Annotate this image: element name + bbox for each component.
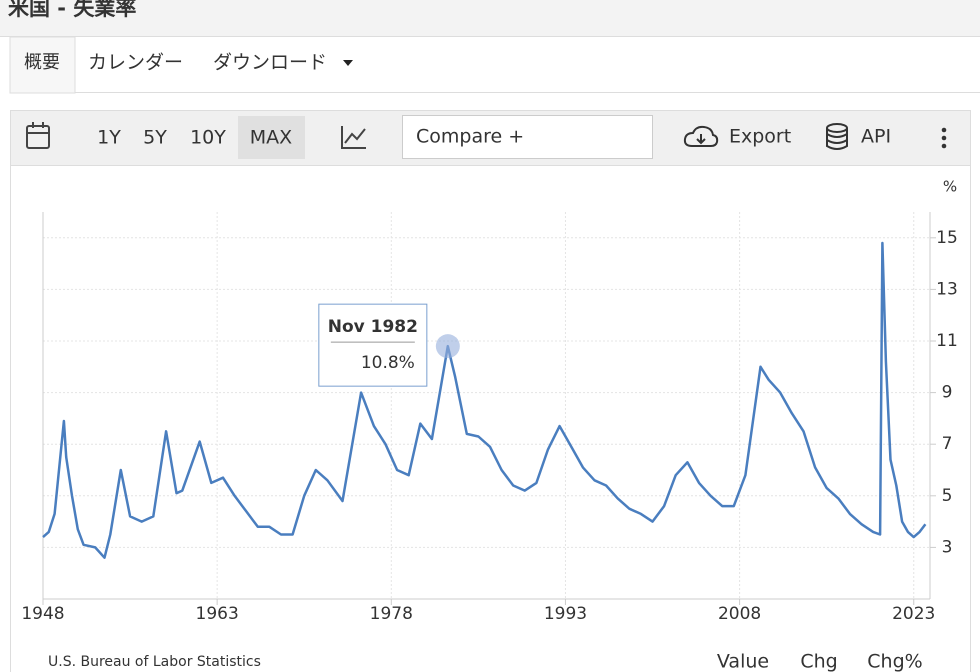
tooltip-value: 10.8%	[361, 353, 415, 373]
x-tick-label: 1978	[370, 604, 413, 624]
view-tab[interactable]: Chg%	[867, 651, 922, 672]
view-tab[interactable]: Chg	[800, 651, 837, 672]
range-button[interactable]: 5Y	[143, 127, 167, 149]
chart-type-icon[interactable]	[341, 126, 366, 149]
tab[interactable]: 概要	[24, 52, 60, 73]
y-tick-label: 15	[936, 228, 958, 248]
x-tick-label: 2008	[718, 604, 761, 624]
range-button[interactable]: 10Y	[190, 127, 226, 149]
compare-input[interactable]	[402, 115, 653, 159]
view-tab[interactable]: Value	[717, 651, 769, 672]
tooltip-box	[318, 303, 428, 387]
calendar-icon[interactable]	[26, 122, 50, 149]
range-button[interactable]: 1Y	[97, 127, 121, 149]
plot: 3 5 7 9 11 13 15 1948 1963 1978 1993 2008 2023 Nov 19…	[21, 212, 958, 624]
hover-point	[435, 334, 460, 359]
y-tick-label: 5	[942, 486, 953, 506]
more-menu[interactable]	[941, 127, 947, 149]
line	[42, 241, 927, 559]
header-bg	[0, 0, 980, 36]
y-tick-label: 9	[942, 383, 953, 403]
page-title: 米国 - 失業率	[8, 0, 136, 20]
x-tick-label: 1948	[21, 604, 64, 624]
y-tick-label: 7	[942, 434, 953, 454]
x-tick-label: 1993	[544, 604, 587, 624]
compare-placeholder[interactable]: Compare +	[416, 126, 524, 148]
range-button[interactable]: MAX	[250, 127, 292, 149]
x-tick-label: 1963	[196, 604, 239, 624]
tab[interactable]: カレンダー	[88, 52, 183, 74]
tooltip-title: Nov 1982	[328, 317, 418, 337]
api-button[interactable]: API	[861, 126, 891, 148]
export-button[interactable]: Export	[729, 126, 791, 148]
y-tick-label: 3	[942, 537, 953, 557]
y-tick-label: 11	[936, 331, 958, 351]
x-tick-label: 2023	[892, 604, 935, 624]
dropdown-arrow[interactable]	[343, 60, 353, 66]
range-active-bg	[238, 116, 305, 159]
tab[interactable]: ダウンロード	[213, 52, 327, 74]
y-tick-label: 13	[936, 279, 958, 299]
source: U.S. Bureau of Labor Statistics	[48, 654, 261, 670]
api-icon[interactable]	[826, 123, 848, 150]
export-icon[interactable]	[683, 125, 719, 147]
y-unit: %	[943, 178, 957, 196]
tab-active-bg	[9, 36, 76, 94]
